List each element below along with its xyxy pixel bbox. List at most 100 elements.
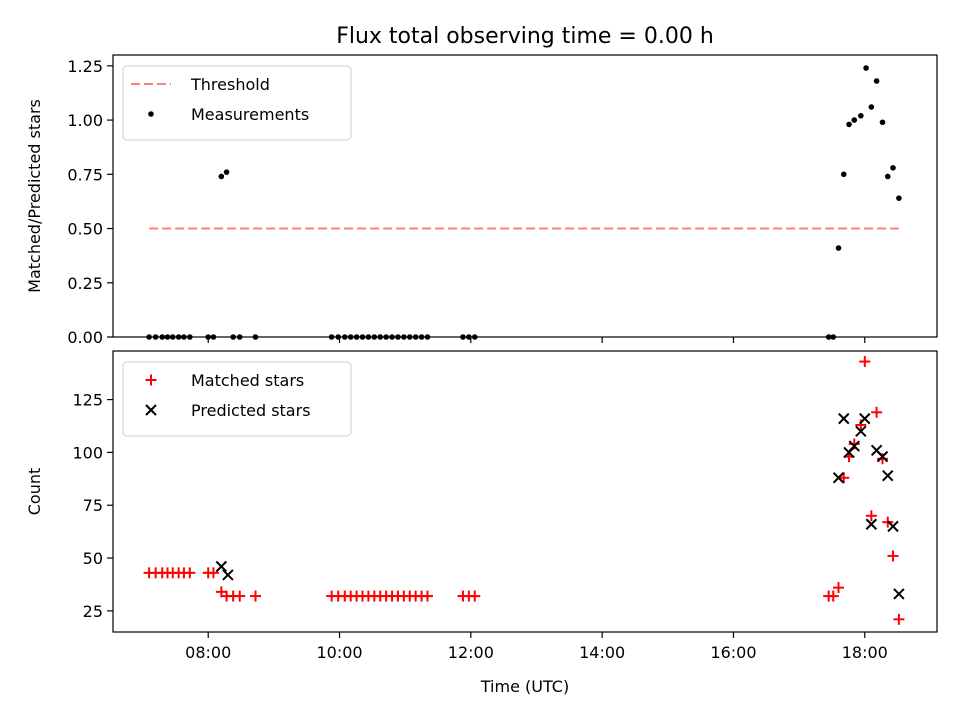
measurement-point <box>460 334 466 340</box>
y-tick-label: 50 <box>83 549 103 568</box>
y-tick-label: 100 <box>72 443 103 462</box>
measurement-point <box>252 334 259 340</box>
y-tick-label: 75 <box>83 496 103 515</box>
measurement-point <box>377 334 384 340</box>
measurement-point <box>846 121 852 128</box>
measurement-point <box>353 334 360 340</box>
measurement-point <box>181 334 187 340</box>
measurement-point <box>873 78 880 84</box>
data-layer <box>143 356 905 625</box>
matched-star-point <box>184 567 196 579</box>
measurement-point <box>401 334 407 340</box>
measurement-point <box>152 334 159 340</box>
measurement-point <box>424 334 431 340</box>
y-axis-label: Count <box>25 468 44 516</box>
y-tick-label: 0.50 <box>67 220 103 239</box>
measurement-point <box>347 334 354 340</box>
matched-star-point <box>838 472 850 484</box>
matched-star-point <box>234 590 246 602</box>
predicted-star-point <box>215 560 228 573</box>
measurement-point <box>890 165 896 171</box>
legend-box <box>122 361 352 437</box>
legend-label: Measurements <box>191 105 309 124</box>
measurement-point <box>335 334 342 340</box>
measurement-point <box>164 334 171 340</box>
y-axis-label: Matched/Predicted stars <box>25 99 44 293</box>
y-tick-label: 1.25 <box>67 57 103 76</box>
data-layer <box>146 65 902 340</box>
measurement-point <box>412 334 419 340</box>
legend-label: Matched stars <box>191 371 304 390</box>
matched-star-point <box>469 590 481 602</box>
measurement-point <box>218 173 225 180</box>
measurement-point <box>868 104 875 110</box>
matched-star-point <box>871 406 883 418</box>
measurement-point <box>858 112 864 119</box>
y-tick-label: 0.00 <box>67 328 103 347</box>
predicted-star-point <box>887 520 899 533</box>
measurement-point <box>223 169 230 175</box>
y-tick-label: 1.00 <box>67 111 103 130</box>
y-tick-label: 125 <box>72 391 103 410</box>
matched-star-point <box>827 590 839 602</box>
x-tick-label: 16:00 <box>710 643 756 662</box>
measurement-point <box>169 334 176 340</box>
measurement-point <box>840 171 847 178</box>
predicted-star-point <box>876 450 889 463</box>
measurement-point <box>341 334 348 340</box>
measurement-point <box>175 334 182 340</box>
matched-star-point <box>887 550 899 562</box>
measurement-point <box>187 334 193 340</box>
measurement-point <box>896 195 902 201</box>
legend-label: Predicted stars <box>191 401 311 420</box>
x-tick-label: 10:00 <box>316 643 362 662</box>
measurement-point <box>389 334 395 340</box>
legend-matched-swatch <box>145 374 157 386</box>
legend: Matched stars Predicted stars <box>122 361 352 437</box>
x-tick-label: 18:00 <box>842 643 888 662</box>
matched-star-point <box>893 613 905 625</box>
measurement-point <box>466 334 472 340</box>
measurement-point <box>159 334 166 340</box>
matched-star-point <box>877 453 889 465</box>
matched-star-point <box>848 438 860 450</box>
predicted-star-point <box>865 518 878 530</box>
matched-star-point <box>249 590 261 602</box>
y-tick-label: 0.25 <box>67 274 103 293</box>
matched-star-point <box>859 356 871 368</box>
top-panel-flux-ratio: 0.00 0.25 0.50 0.75 1.00 1.25 Matched/Predicte… <box>25 54 938 347</box>
predicted-star-point <box>838 412 850 425</box>
x-tick-label: 08:00 <box>185 643 231 662</box>
measurement-point <box>328 334 335 340</box>
measurement-point <box>851 117 858 123</box>
predicted-star-point <box>832 472 845 484</box>
measurement-point <box>236 334 243 340</box>
legend-measurement-swatch <box>148 111 154 117</box>
predicted-star-point <box>859 412 871 425</box>
measurement-point <box>825 334 832 340</box>
measurement-point <box>359 334 366 340</box>
measurement-point <box>395 334 401 340</box>
x-tick-label: 14:00 <box>579 643 625 662</box>
y-tick-label: 25 <box>83 602 103 621</box>
matched-star-point <box>421 590 433 602</box>
legend-predicted-swatch <box>145 404 157 416</box>
measurement-point <box>471 334 478 340</box>
measurement-point <box>371 334 378 340</box>
measurement-point <box>406 334 413 340</box>
matched-star-point <box>865 510 877 522</box>
measurement-point <box>830 334 837 340</box>
y-tick-label: 0.75 <box>67 165 103 184</box>
measurement-point <box>418 334 425 340</box>
measurement-point <box>205 334 212 340</box>
measurement-point <box>863 65 869 71</box>
legend-label: Threshold <box>190 75 270 94</box>
measurement-point <box>210 334 217 340</box>
measurement-point <box>835 245 842 251</box>
matched-star-point <box>207 567 219 579</box>
x-tick-label: 12:00 <box>448 643 494 662</box>
chart-title: Flux total observing time = 0.00 h <box>336 24 714 49</box>
measurement-point <box>879 119 886 126</box>
matched-star-point <box>833 582 845 594</box>
